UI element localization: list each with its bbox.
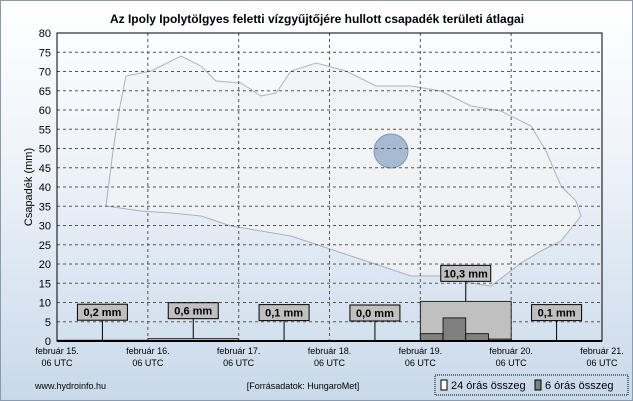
value-label-box <box>258 304 310 322</box>
x-tick-label: 06 UTC <box>223 358 255 368</box>
legend-label-6h: 6 órás összeg <box>545 380 613 392</box>
x-tick-label: 06 UTC <box>586 358 618 368</box>
y-tick-label: 70 <box>39 67 51 79</box>
y-tick-label: 40 <box>39 182 51 194</box>
y-tick-label: 55 <box>39 124 51 136</box>
value-label-box <box>440 264 492 282</box>
site-link[interactable]: www.hydroinfo.hu <box>34 381 106 391</box>
source-note: [Forrásadatok: HungaroMet] <box>247 381 360 391</box>
value-label: 0,1 mm <box>265 308 303 320</box>
y-tick-label: 10 <box>39 298 51 310</box>
value-label-box <box>531 304 583 322</box>
x-tick-label: február 21. <box>580 346 624 356</box>
x-tick-label: 06 UTC <box>41 358 73 368</box>
y-tick-label: 80 <box>39 28 51 40</box>
legend-swatch-24h <box>440 379 448 391</box>
y-tick-label: 30 <box>39 221 51 233</box>
x-tick-label: február 16. <box>126 346 170 356</box>
y-tick-label: 35 <box>39 201 51 213</box>
y-tick-label: 50 <box>39 144 51 156</box>
x-tick-label: február 20. <box>489 346 533 356</box>
value-label: 0,0 mm <box>356 308 394 320</box>
value-label-box <box>76 303 128 321</box>
y-tick-label: 15 <box>39 278 51 290</box>
x-tick-label: február 19. <box>399 346 443 356</box>
lake <box>373 133 409 169</box>
legend: 24 órás összeg 6 órás összeg <box>434 374 629 396</box>
value-label: 0,1 mm <box>538 308 576 320</box>
value-label: 0,6 mm <box>174 306 212 318</box>
catchment-map <box>105 55 582 287</box>
x-tick-label: február 17. <box>217 346 261 356</box>
y-tick-label: 25 <box>39 240 51 252</box>
x-tick-label: 06 UTC <box>405 358 437 368</box>
y-tick-label: 5 <box>45 317 51 329</box>
value-label-box <box>167 302 219 320</box>
x-tick-label: február 15. <box>35 346 79 356</box>
y-tick-label: 65 <box>39 86 51 98</box>
legend-label-24h: 24 órás összeg <box>451 380 526 392</box>
bar-6h <box>465 333 489 342</box>
x-tick-label: február 18. <box>308 346 352 356</box>
x-tick-label: 06 UTC <box>314 358 346 368</box>
bar-6h <box>442 317 467 342</box>
chart-title: Az Ipoly Ipolytölgyes feletti vízgyűjtőj… <box>110 12 524 26</box>
bar-6h <box>419 333 444 342</box>
legend-swatch-6h <box>534 379 542 391</box>
value-label: 10,3 mm <box>444 268 488 280</box>
x-tick-label: 06 UTC <box>132 358 164 368</box>
y-tick-label: 0 <box>45 336 51 348</box>
y-tick-label: 75 <box>39 47 51 59</box>
y-tick-label: 60 <box>39 105 51 117</box>
value-label-box <box>349 304 401 322</box>
y-tick-label: 45 <box>39 163 51 175</box>
y-axis-label: Csapadék (mm) <box>23 148 35 226</box>
y-tick-label: 20 <box>39 259 51 271</box>
value-label: 0,2 mm <box>83 307 121 319</box>
x-tick-label: 06 UTC <box>496 358 528 368</box>
